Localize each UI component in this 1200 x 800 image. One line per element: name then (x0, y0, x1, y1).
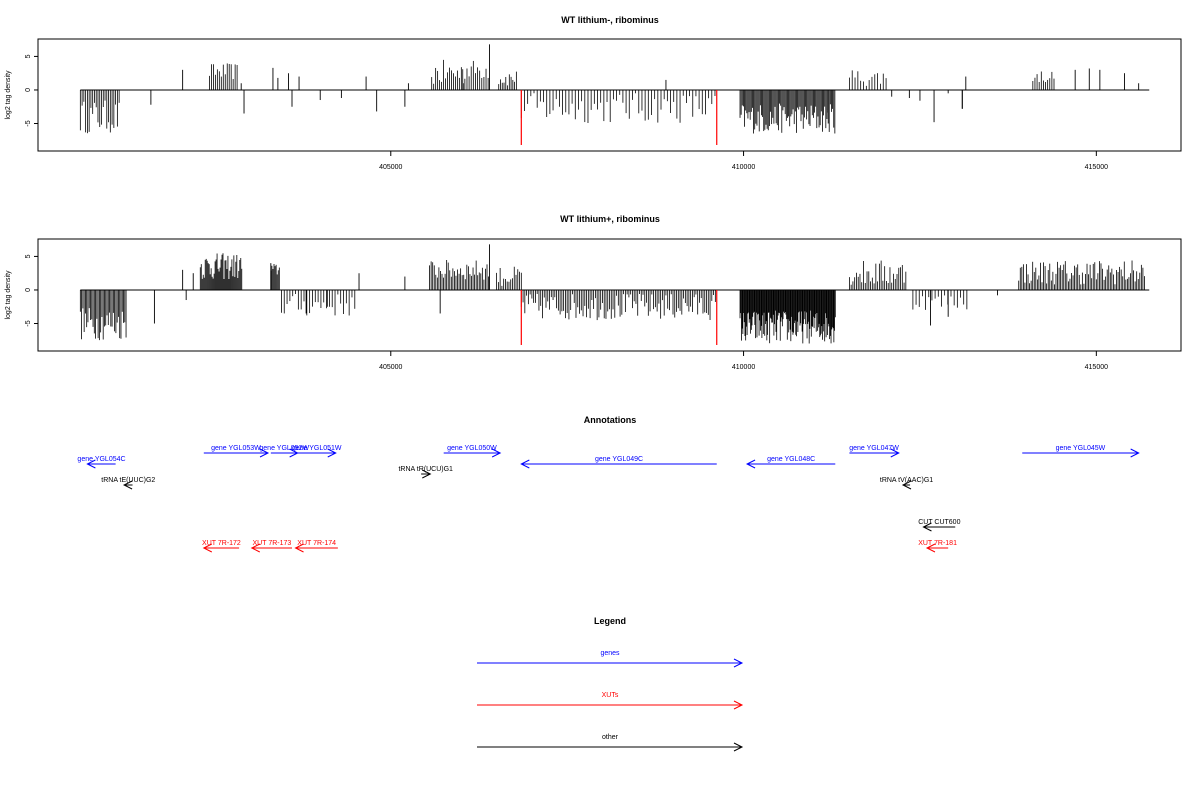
track2-ytick-label--5: -5 (25, 320, 32, 326)
annotations-title: Annotations (584, 415, 637, 425)
legend-label-other: other (602, 734, 619, 741)
legend-label-xut: XUTs (602, 692, 619, 699)
track1-ylabel: log2 tag density (5, 70, 12, 120)
feature-arrow-10 (421, 469, 432, 479)
feature-label-11: tRNA tV(AAC)G1 (880, 477, 933, 484)
feature-arrow-15 (294, 543, 338, 553)
track1-ytick-label-0: 0 (25, 88, 32, 92)
feature-label-3: gene YGL051W (292, 445, 342, 452)
track2-axes: 5 0 -5 405000 410000 415000 (25, 254, 1108, 371)
signal-track-lithium-minus: WT lithium-, ribominus log2 tag density … (5, 15, 1182, 171)
track1-xtick-label-410000: 410000 (732, 164, 755, 171)
legend-label-gene: genes (600, 650, 620, 657)
track2-ylabel: log2 tag density (5, 270, 12, 320)
track1-title: WT lithium-, ribominus (561, 15, 659, 25)
feature-arrow-6 (745, 459, 836, 469)
feature-arrow-7 (849, 448, 900, 458)
track1-ytick-label-5: 5 (25, 54, 32, 58)
feature-label-12: CUT CUT600 (918, 519, 960, 526)
feature-arrow-12 (922, 522, 956, 532)
track1-xtick-label-415000: 415000 (1085, 164, 1108, 171)
legend-arrow-other (477, 742, 744, 752)
track2-title: WT lithium+, ribominus (560, 214, 660, 224)
feature-label-10: tRNA tR(UCU)G1 (398, 466, 453, 473)
track2-ytick-label-5: 5 (25, 254, 32, 258)
feature-arrow-5 (520, 459, 717, 469)
track1-bars (79, 44, 1150, 145)
track2-bars (79, 244, 1150, 345)
track1-axes: 5 0 -5 405000 410000 415000 (25, 54, 1108, 171)
track1-ytick-label--5: -5 (25, 120, 32, 126)
feature-label-15: XUT 7R-174 (297, 540, 336, 547)
feature-arrow-11 (901, 480, 912, 490)
feature-arrow-4 (443, 448, 502, 458)
feature-arrow-3 (297, 448, 337, 458)
track2-xtick-label-410000: 410000 (732, 364, 755, 371)
feature-label-2: gene YGL052W (259, 445, 309, 452)
feature-arrow-0 (86, 459, 116, 469)
feature-label-9: tRNA tE(UUC)G2 (101, 477, 155, 484)
feature-label-5: gene YGL049C (595, 456, 643, 463)
legend-panel: Legend genes XUTs other (477, 616, 744, 752)
feature-label-13: XUT 7R-172 (202, 540, 241, 547)
legend-arrow-gene (477, 658, 744, 668)
track2-plot-frame (37, 238, 1182, 352)
feature-label-6: gene YGL048C (767, 456, 815, 463)
signal-track-lithium-plus: WT lithium+, ribominus log2 tag density … (5, 214, 1182, 371)
legend-arrow-xut (477, 700, 744, 710)
feature-arrow-9 (122, 480, 133, 490)
feature-arrow-13 (202, 543, 240, 553)
feature-arrow-16 (925, 543, 949, 553)
track2-ytick-label-0: 0 (25, 288, 32, 292)
feature-label-7: gene YGL047W (849, 445, 899, 452)
feature-arrow-8 (1022, 448, 1140, 458)
legend-title: Legend (594, 616, 626, 626)
track2-xtick-label-415000: 415000 (1085, 364, 1108, 371)
track1-plot-frame (37, 38, 1182, 152)
feature-label-14: XUT 7R-173 (253, 540, 292, 547)
feature-label-8: gene YGL045W (1056, 445, 1106, 452)
track2-xtick-label-405000: 405000 (379, 364, 402, 371)
feature-label-1: gene YGL053W (211, 445, 261, 452)
feature-arrow-1 (203, 448, 270, 458)
feature-label-16: XUT 7R-181 (918, 540, 957, 547)
legend-items: genes XUTs other (477, 650, 744, 752)
feature-label-4: gene YGL050W (447, 445, 497, 452)
feature-label-0: gene YGL054C (77, 456, 125, 463)
track1-xtick-label-405000: 405000 (379, 164, 402, 171)
feature-arrow-14 (250, 543, 292, 553)
